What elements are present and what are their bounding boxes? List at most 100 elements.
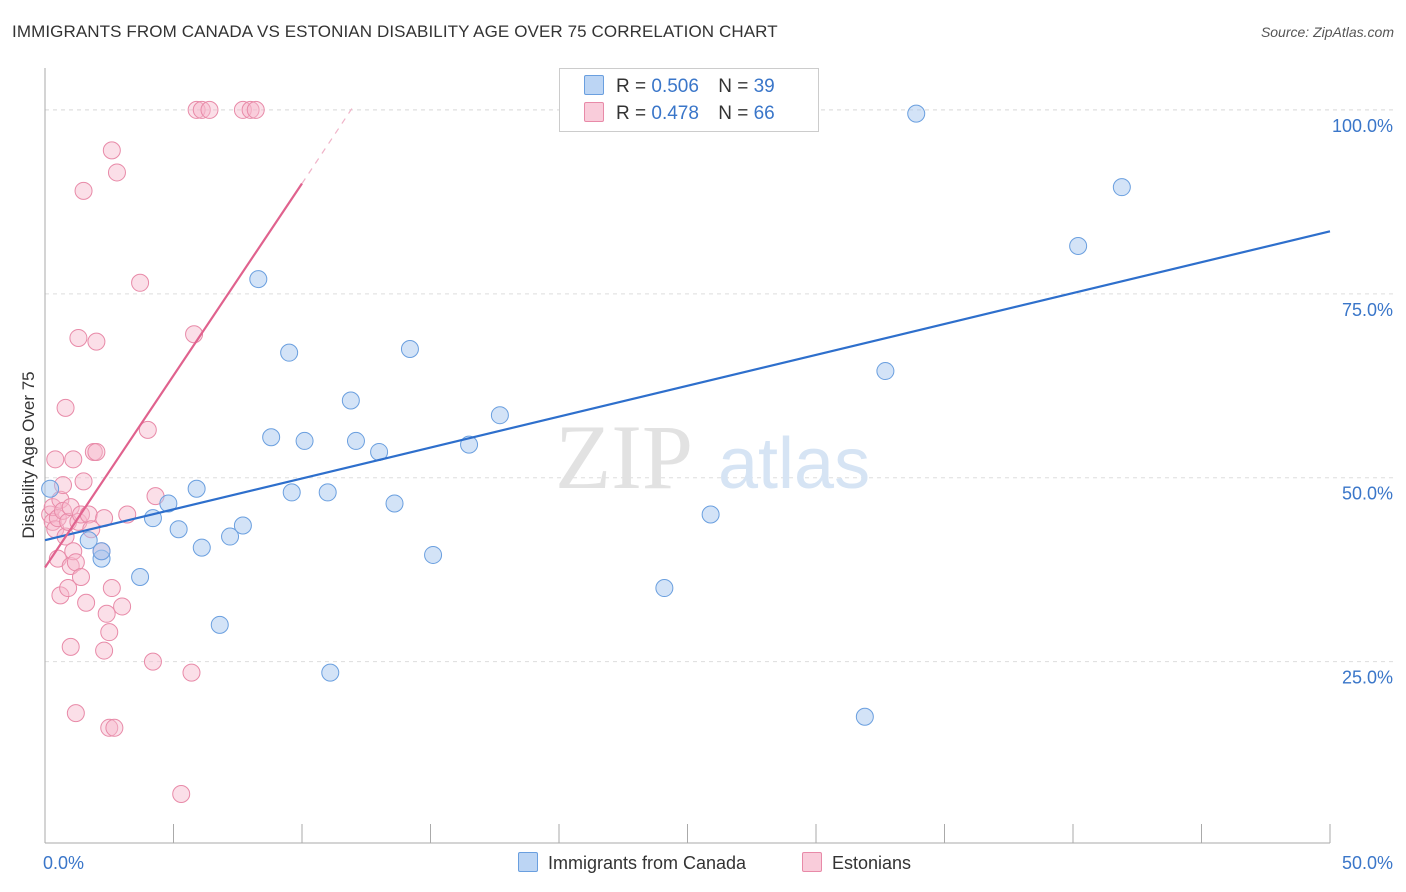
estonians-point	[79, 505, 98, 524]
estonians-point	[246, 100, 265, 119]
estonians-point	[172, 785, 191, 804]
canada-point	[282, 483, 301, 502]
canada-point	[346, 431, 365, 450]
legend-row-estonians: R = 0.478 N = 66	[584, 102, 775, 126]
estonians-point	[87, 332, 106, 351]
canada-point	[1069, 237, 1088, 256]
canada-point	[655, 579, 674, 598]
estonians-point	[97, 604, 116, 623]
estonians-point	[241, 100, 260, 119]
canada-point	[295, 431, 314, 450]
canada-point	[192, 538, 211, 557]
legend-r-canada: 0.506	[651, 76, 699, 97]
canada-point	[92, 542, 111, 561]
legend-n-estonians: 66	[753, 103, 775, 124]
canada-point	[341, 391, 360, 410]
estonians-point	[43, 512, 62, 531]
canada-point	[169, 520, 188, 539]
canada-point	[701, 505, 720, 524]
axes	[44, 68, 1331, 844]
canada-point	[400, 339, 419, 358]
canada-point	[907, 104, 926, 123]
source-label: Source: ZipAtlas.com	[1260, 24, 1394, 40]
legend-swatch-blue	[584, 75, 604, 95]
estonians-point	[113, 597, 132, 616]
estonians-point	[69, 328, 88, 347]
x-tick-label-min: 0.0%	[43, 853, 84, 873]
trend-lines	[44, 105, 1331, 569]
estonians-point	[61, 498, 80, 517]
canada-point	[159, 494, 178, 513]
stats-legend: R = 0.506 N = 39 R = 0.478 N = 66	[559, 68, 819, 132]
canada-point	[41, 479, 60, 498]
canada-point	[490, 406, 509, 425]
canada-point	[210, 615, 229, 634]
canada-point	[321, 663, 340, 682]
gridlines	[45, 109, 1395, 663]
estonians-point	[61, 556, 80, 575]
estonians-point	[46, 450, 65, 469]
canada-point	[280, 343, 299, 362]
estonians-trend-extension	[301, 105, 354, 184]
canada-point	[318, 483, 337, 502]
legend-row-canada: R = 0.506 N = 39	[584, 75, 775, 99]
estonians-point	[61, 637, 80, 656]
estonians-point	[56, 398, 75, 417]
canada-point	[131, 568, 150, 587]
estonians-point	[77, 593, 96, 612]
legend-r-estonians: 0.478	[651, 103, 699, 124]
chart-title: IMMIGRANTS FROM CANADA VS ESTONIAN DISAB…	[12, 22, 778, 41]
estonians-point	[95, 641, 114, 660]
estonians-point	[187, 100, 206, 119]
canada-point	[876, 362, 895, 381]
estonians-point	[143, 652, 162, 671]
estonians-point	[100, 718, 119, 737]
y-tick-label: 100.0%	[1332, 116, 1393, 136]
estonians-point	[64, 542, 83, 561]
y-tick-label: 25.0%	[1342, 668, 1393, 688]
bottom-legend-estonians: Estonians	[802, 852, 911, 874]
canada-point	[187, 479, 206, 498]
canada-trend-line	[44, 230, 1331, 542]
bottom-legend-swatch-blue	[518, 852, 538, 872]
canada-point	[855, 707, 874, 726]
estonians-point	[51, 490, 70, 509]
canada-points	[41, 97, 1131, 726]
estonians-point	[100, 623, 119, 642]
estonians-points	[41, 100, 265, 804]
estonians-point	[138, 420, 157, 439]
estonians-point	[64, 450, 83, 469]
canada-point	[385, 494, 404, 513]
x-tick-label-max: 50.0%	[1342, 853, 1393, 873]
estonians-trend-line	[44, 182, 303, 569]
estonians-point	[200, 100, 219, 119]
legend-swatch-pink	[584, 102, 604, 122]
watermark-atlas: atlas	[718, 424, 870, 504]
estonians-point	[74, 472, 93, 491]
canada-point	[221, 527, 240, 546]
estonians-point	[74, 181, 93, 200]
estonians-point	[59, 579, 78, 598]
canada-point	[233, 516, 252, 535]
y-tick-label: 75.0%	[1342, 300, 1393, 320]
legend-n-canada: 39	[753, 76, 775, 97]
estonians-point	[182, 663, 201, 682]
estonians-point	[233, 100, 252, 119]
canada-point	[249, 270, 268, 289]
estonians-point	[51, 586, 70, 605]
estonians-point	[71, 568, 90, 587]
estonians-point	[102, 141, 121, 160]
estonians-point	[102, 579, 121, 598]
canada-point	[1112, 178, 1131, 197]
canada-point	[79, 531, 98, 550]
y-axis-label: Disability Age Over 75	[19, 371, 38, 538]
tick-labels: 25.0% 50.0% 75.0% 100.0% 0.0% 50.0%	[43, 116, 1393, 873]
bottom-legend-swatch-pink	[802, 852, 822, 872]
estonians-point	[66, 704, 85, 723]
estonians-point	[192, 100, 211, 119]
estonians-point	[87, 442, 106, 461]
y-tick-label: 50.0%	[1342, 484, 1393, 504]
estonians-point	[107, 163, 126, 182]
watermark-zip: ZIP	[555, 406, 693, 508]
